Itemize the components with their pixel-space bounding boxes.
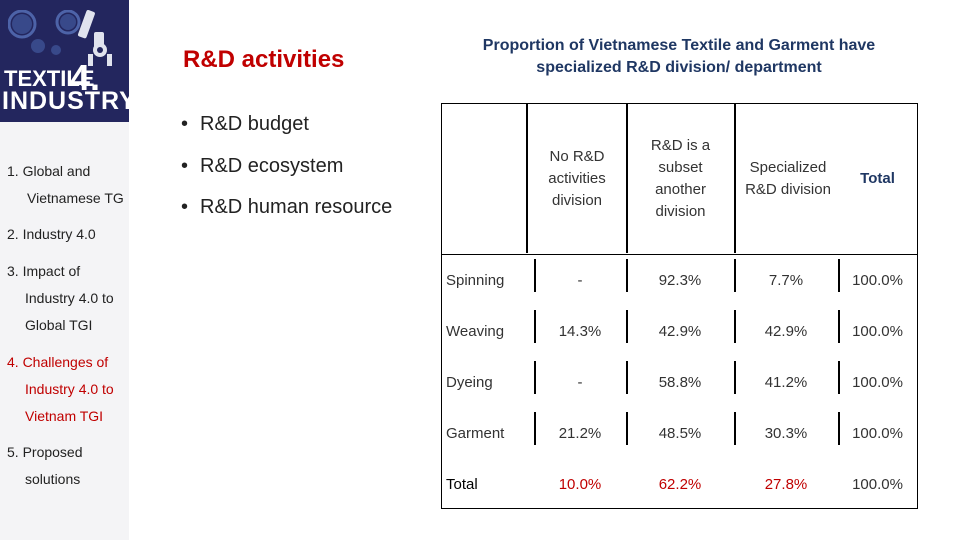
bullet-list: • R&D budget • R&D ecosystem • R&D human re… — [181, 112, 392, 237]
nav-item-proposed-line1[interactable]: 5. Proposed — [7, 444, 83, 460]
section-nav — [0, 122, 129, 540]
nav-item-proposed-line2[interactable]: solutions — [25, 471, 81, 487]
header-line: subset — [658, 158, 703, 176]
header-line: Total — [860, 169, 895, 187]
logo-text-industry: INDUSTRY — [2, 87, 129, 115]
nav-item-industry40[interactable]: 2. Industry 4.0 — [7, 226, 96, 242]
table-row-total: Total 10.0% 62.2% 27.8% 100.0% — [442, 459, 917, 510]
row-label: Garment — [446, 425, 505, 442]
bullet-item: • R&D ecosystem — [181, 154, 392, 196]
nav-item-global-line2[interactable]: Vietnamese TG — [27, 190, 124, 206]
nav-item-impact-line1[interactable]: 3. Impact of — [7, 263, 81, 279]
cell-no-rd: 10.0% — [558, 476, 602, 493]
cell-subset: 62.2% — [658, 476, 702, 493]
header-no-rd: No R&D activities division — [528, 104, 626, 253]
robot-arm-gear-icon — [8, 10, 112, 66]
header-line: division — [551, 191, 603, 209]
header-specialized: Specialized R&D division — [736, 104, 840, 253]
header-line: R&D division — [745, 180, 831, 198]
header-subset: R&D is a subset another division — [628, 104, 733, 253]
bullet-text: R&D human resource — [200, 196, 393, 218]
table-title-line1: Proportion of Vietnamese Textile and Gar… — [482, 37, 876, 54]
nav-item-challenges-line2[interactable]: Industry 4.0 to — [25, 381, 114, 397]
table-row: Weaving 14.3% 42.9% 42.9% 100.0% — [442, 306, 917, 357]
row-label: Spinning — [446, 272, 505, 289]
cell-total: 100.0% — [852, 425, 903, 442]
cell-total: 100.0% — [852, 272, 903, 289]
cell-total: 100.0% — [852, 323, 903, 340]
bullet-glyph: • — [181, 113, 189, 135]
nav-item-global-line1[interactable]: 1. Global and — [7, 163, 91, 179]
table-row: Garment 21.2% 48.5% 30.3% 100.0% — [442, 408, 917, 459]
bullet-text: R&D ecosystem — [200, 154, 344, 177]
logo-text-four: 4. — [70, 57, 101, 98]
cell-subset: 48.5% — [658, 425, 702, 442]
cell-no-rd: 21.2% — [558, 425, 602, 442]
header-line: another — [655, 180, 706, 198]
bullet-item: • R&D human resource — [181, 195, 392, 237]
nav-item-impact-line3[interactable]: Global TGI — [25, 317, 93, 333]
slide-title: R&D activities — [183, 46, 345, 73]
row-label: Dyeing — [446, 374, 493, 391]
cell-no-rd: 14.3% — [558, 323, 602, 340]
table-title-line2: specialized R&D division/ department — [536, 59, 822, 76]
cell-specialized: 7.7% — [768, 272, 804, 289]
header-line: R&D is a — [650, 136, 711, 154]
table-row: Dyeing - 58.8% 41.2% 100.0% — [442, 357, 917, 408]
cell-no-rd: - — [577, 374, 583, 391]
cell-no-rd: - — [577, 272, 583, 289]
cell-subset: 58.8% — [658, 374, 702, 391]
cell-specialized: 30.3% — [764, 425, 808, 442]
row-label: Total — [446, 476, 478, 493]
nav-item-impact-line2[interactable]: Industry 4.0 to — [25, 290, 114, 306]
table-row: Spinning - 92.3% 7.7% 100.0% — [442, 255, 917, 306]
header-total: Total — [838, 104, 917, 253]
rd-division-table: No R&D activities division R&D is a subs… — [441, 103, 918, 509]
header-line: No R&D — [549, 147, 605, 165]
bullet-item: • R&D budget — [181, 112, 392, 154]
header-line: Specialized — [749, 158, 827, 176]
textile-industry-logo: TEXTILE 4. INDUSTRY — [0, 0, 129, 122]
cell-specialized: 41.2% — [764, 374, 808, 391]
bullet-text: R&D budget — [200, 113, 309, 135]
cell-subset: 42.9% — [658, 323, 702, 340]
header-line: division — [655, 202, 706, 220]
cell-specialized: 42.9% — [764, 323, 808, 340]
table-title: Proportion of Vietnamese Textile and Gar… — [443, 35, 915, 79]
row-label: Weaving — [446, 323, 505, 340]
cell-total: 100.0% — [852, 476, 903, 493]
bullet-glyph: • — [181, 196, 189, 218]
logo-text-textile: TEXTILE — [4, 66, 95, 91]
header-line: activities — [548, 169, 606, 187]
cell-subset: 92.3% — [658, 272, 702, 289]
bullet-glyph: • — [181, 154, 189, 177]
table-header: No R&D activities division R&D is a subs… — [442, 104, 917, 255]
nav-item-challenges-line1[interactable]: 4. Challenges of — [7, 354, 109, 370]
cell-total: 100.0% — [852, 374, 903, 391]
cell-specialized: 27.8% — [764, 476, 808, 493]
nav-item-challenges-line3[interactable]: Vietnam TGI — [25, 408, 104, 424]
